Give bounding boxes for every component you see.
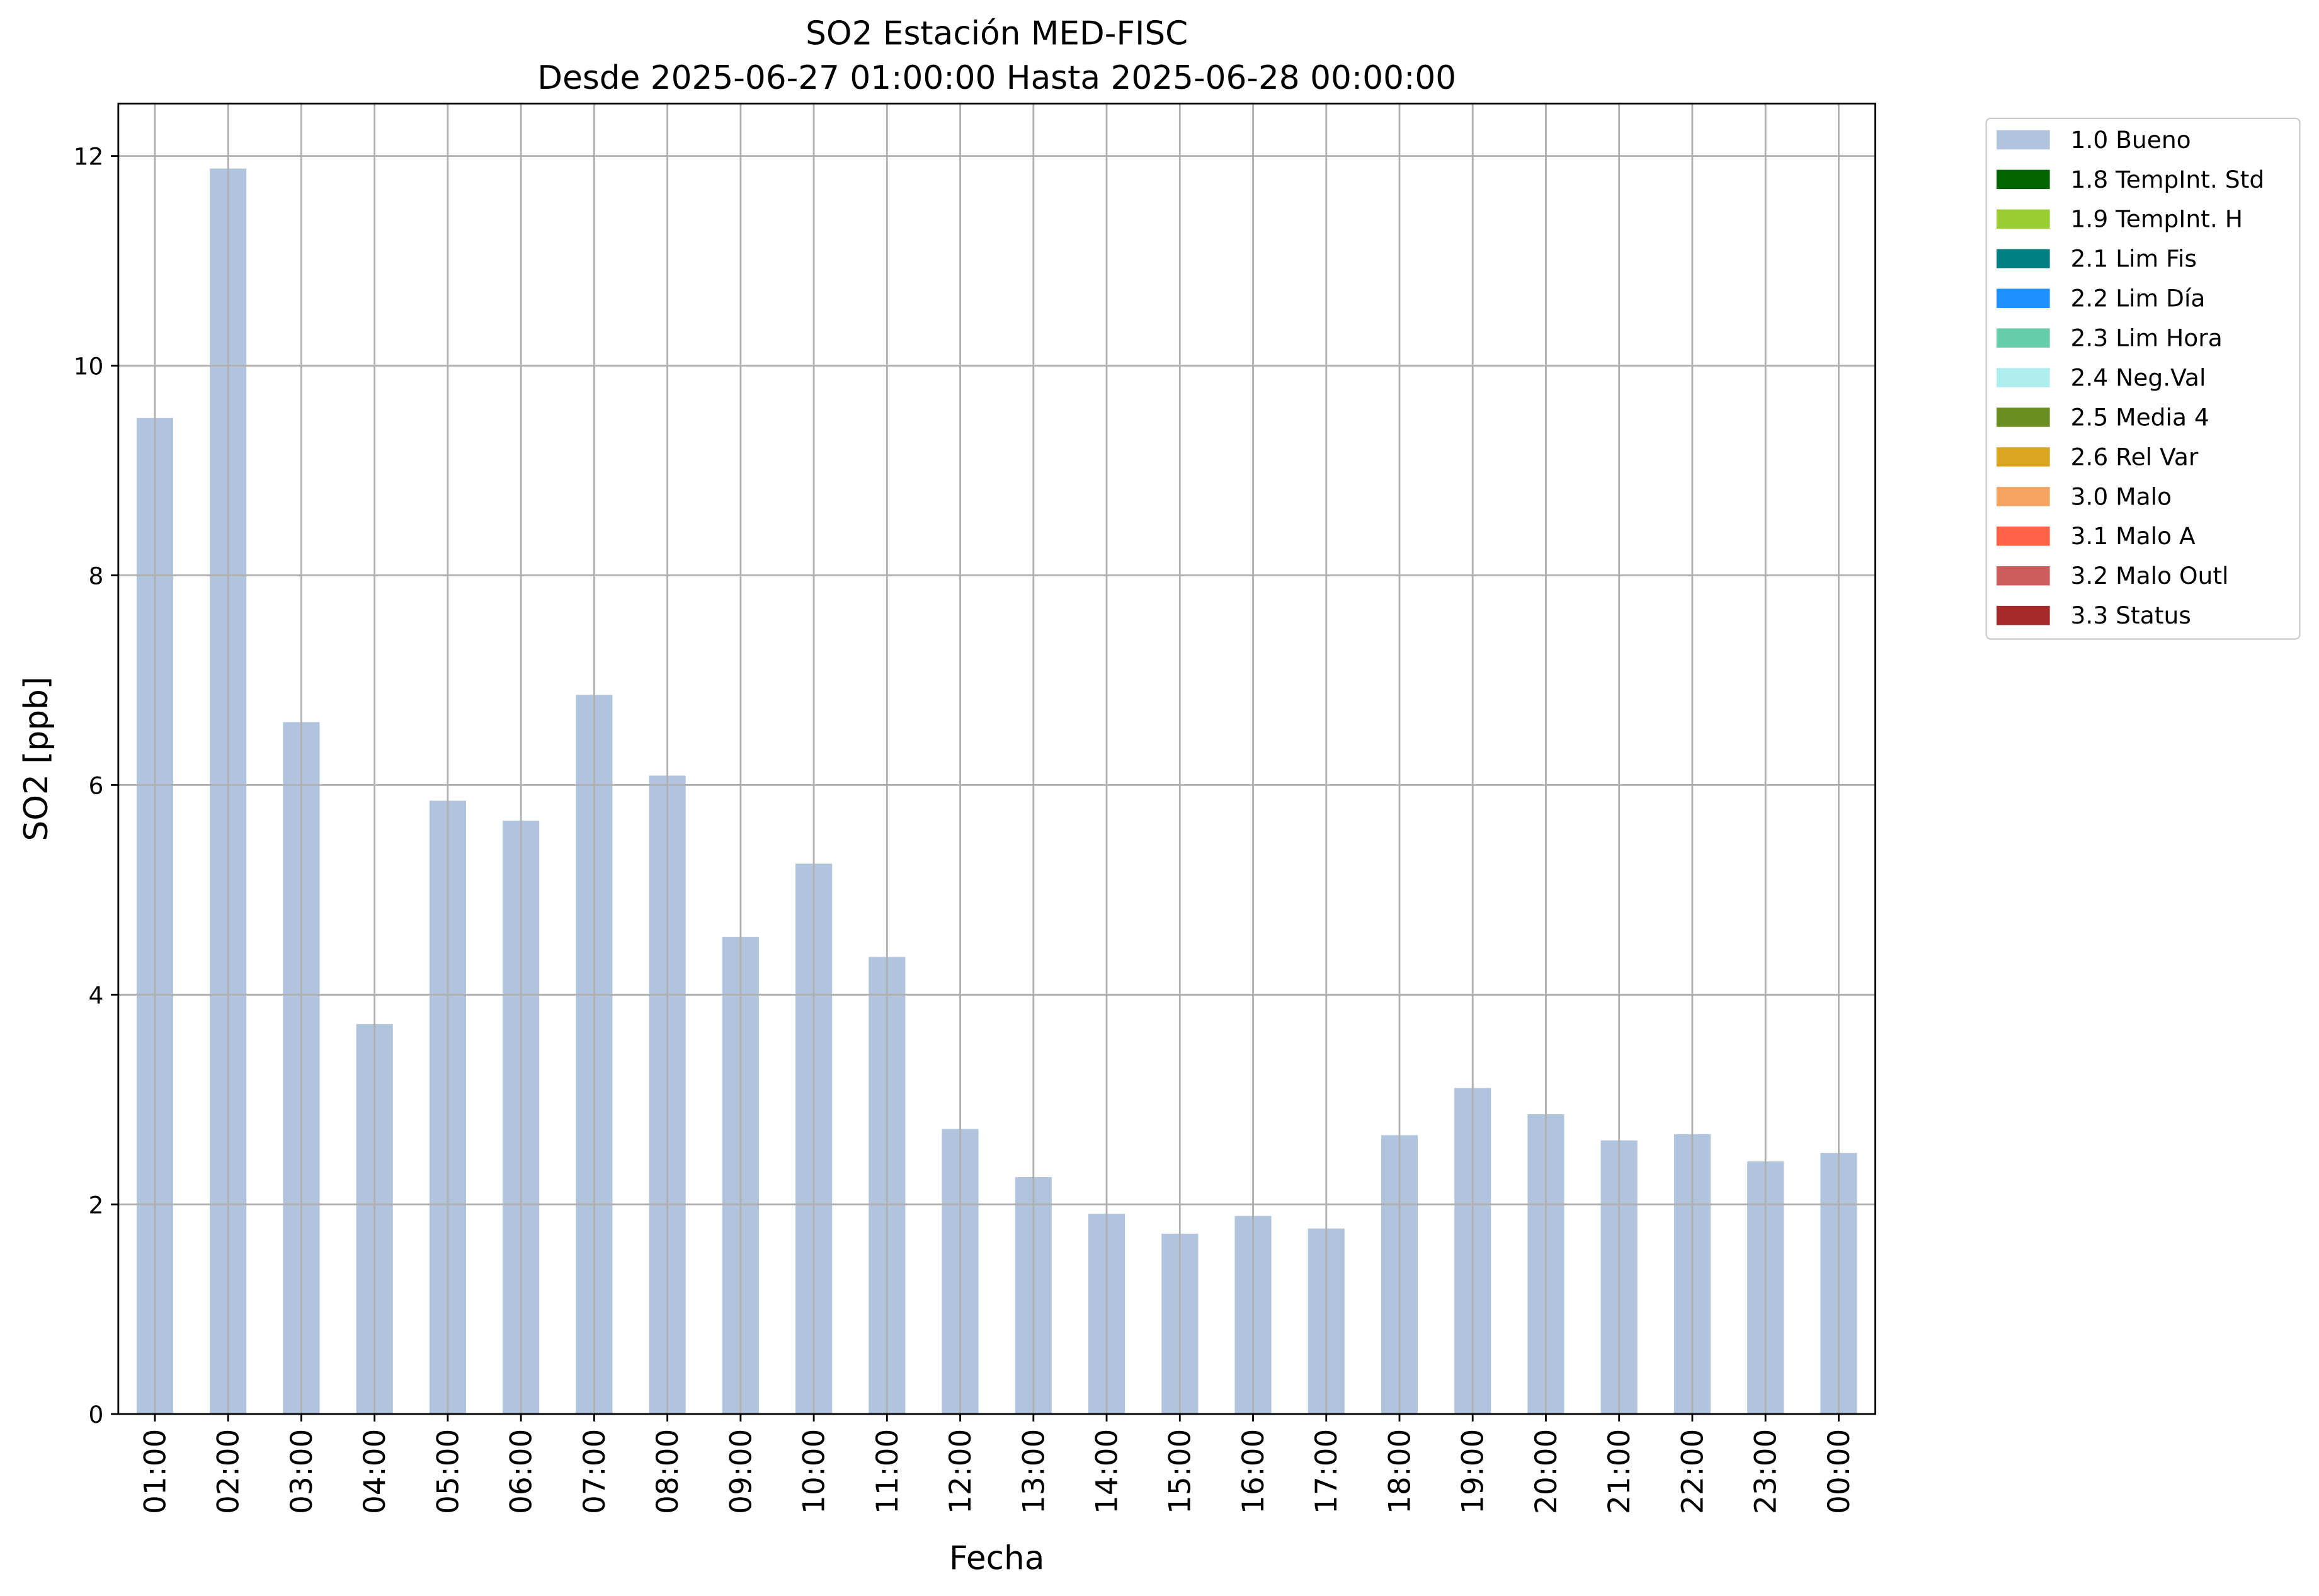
legend-label: 2.1 Lim Fis bbox=[2071, 245, 2197, 273]
chart-title: SO2 Estación MED-FISC bbox=[806, 14, 1188, 52]
x-tick-label: 12:00 bbox=[943, 1429, 978, 1514]
x-tick-label: 23:00 bbox=[1749, 1429, 1784, 1514]
legend-label: 3.1 Malo A bbox=[2071, 522, 2196, 550]
legend-swatch bbox=[1997, 130, 2050, 150]
legend-label: 2.3 Lim Hora bbox=[2071, 324, 2223, 352]
legend-label: 2.6 Rel Var bbox=[2071, 443, 2199, 470]
legend-label: 1.0 Bueno bbox=[2071, 126, 2191, 154]
x-tick-label: 01:00 bbox=[138, 1429, 173, 1514]
legend-swatch bbox=[1997, 328, 2050, 348]
plot-frame bbox=[117, 102, 1876, 1415]
legend-box bbox=[1985, 117, 2301, 640]
legend-label: 3.2 Malo Outl bbox=[2071, 562, 2229, 590]
legend-swatch bbox=[1997, 209, 2050, 229]
legend-label: 2.4 Neg.Val bbox=[2071, 363, 2206, 391]
x-tick-label: 03:00 bbox=[285, 1429, 319, 1514]
x-tick-label: 16:00 bbox=[1236, 1429, 1271, 1514]
y-tick-label: 6 bbox=[88, 772, 103, 799]
legend-swatch bbox=[1997, 527, 2050, 546]
legend-swatch bbox=[1997, 249, 2050, 269]
legend-label: 1.8 TempInt. Std bbox=[2071, 166, 2265, 193]
x-tick-label: 09:00 bbox=[724, 1429, 758, 1514]
x-tick-label: 00:00 bbox=[1822, 1429, 1857, 1514]
legend-swatch bbox=[1997, 368, 2050, 387]
legend-swatch bbox=[1997, 169, 2050, 190]
x-tick-label: 20:00 bbox=[1529, 1429, 1564, 1514]
y-tick-label: 2 bbox=[88, 1191, 103, 1219]
y-tick-label: 4 bbox=[88, 981, 103, 1009]
legend-label: 2.2 Lim Día bbox=[2071, 285, 2206, 312]
x-tick-label: 02:00 bbox=[212, 1429, 246, 1514]
x-tick-label: 04:00 bbox=[358, 1429, 392, 1514]
legend-swatch bbox=[1997, 408, 2050, 427]
x-tick-label: 19:00 bbox=[1456, 1429, 1491, 1514]
legend-label: 2.5 Media 4 bbox=[2071, 403, 2209, 431]
legend-label: 3.0 Malo bbox=[2071, 482, 2172, 510]
x-tick-label: 15:00 bbox=[1163, 1429, 1198, 1514]
x-tick-label: 14:00 bbox=[1090, 1429, 1124, 1514]
legend-swatch bbox=[1997, 288, 2050, 308]
y-tick-label: 8 bbox=[88, 562, 103, 590]
x-tick-label: 08:00 bbox=[651, 1429, 685, 1514]
x-tick-label: 10:00 bbox=[797, 1429, 832, 1514]
x-tick-label: 06:00 bbox=[504, 1429, 539, 1514]
x-tick-label: 17:00 bbox=[1309, 1429, 1344, 1514]
x-tick-label: 07:00 bbox=[578, 1429, 612, 1514]
y-axis-label: SO2 [ppb] bbox=[18, 676, 55, 841]
y-tick-label: 10 bbox=[74, 353, 104, 380]
legend-label: 1.9 TempInt. H bbox=[2071, 205, 2243, 233]
legend-swatch bbox=[1997, 447, 2050, 467]
y-tick-label: 0 bbox=[88, 1401, 103, 1428]
legend-label: 3.3 Status bbox=[2071, 601, 2191, 629]
x-tick-label: 11:00 bbox=[870, 1429, 905, 1514]
x-axis-label: Fecha bbox=[949, 1540, 1044, 1578]
x-tick-label: 22:00 bbox=[1675, 1429, 1710, 1514]
x-tick-label: 13:00 bbox=[1017, 1429, 1051, 1514]
y-tick-label: 12 bbox=[74, 143, 104, 171]
legend-swatch bbox=[1997, 605, 2050, 625]
chart-subtitle: Desde 2025-06-27 01:00:00 Hasta 2025-06-… bbox=[537, 59, 1456, 97]
legend-swatch bbox=[1997, 566, 2050, 586]
x-tick-label: 21:00 bbox=[1602, 1429, 1637, 1514]
legend-swatch bbox=[1997, 487, 2050, 506]
x-tick-label: 05:00 bbox=[431, 1429, 465, 1514]
x-tick-label: 18:00 bbox=[1382, 1429, 1417, 1514]
